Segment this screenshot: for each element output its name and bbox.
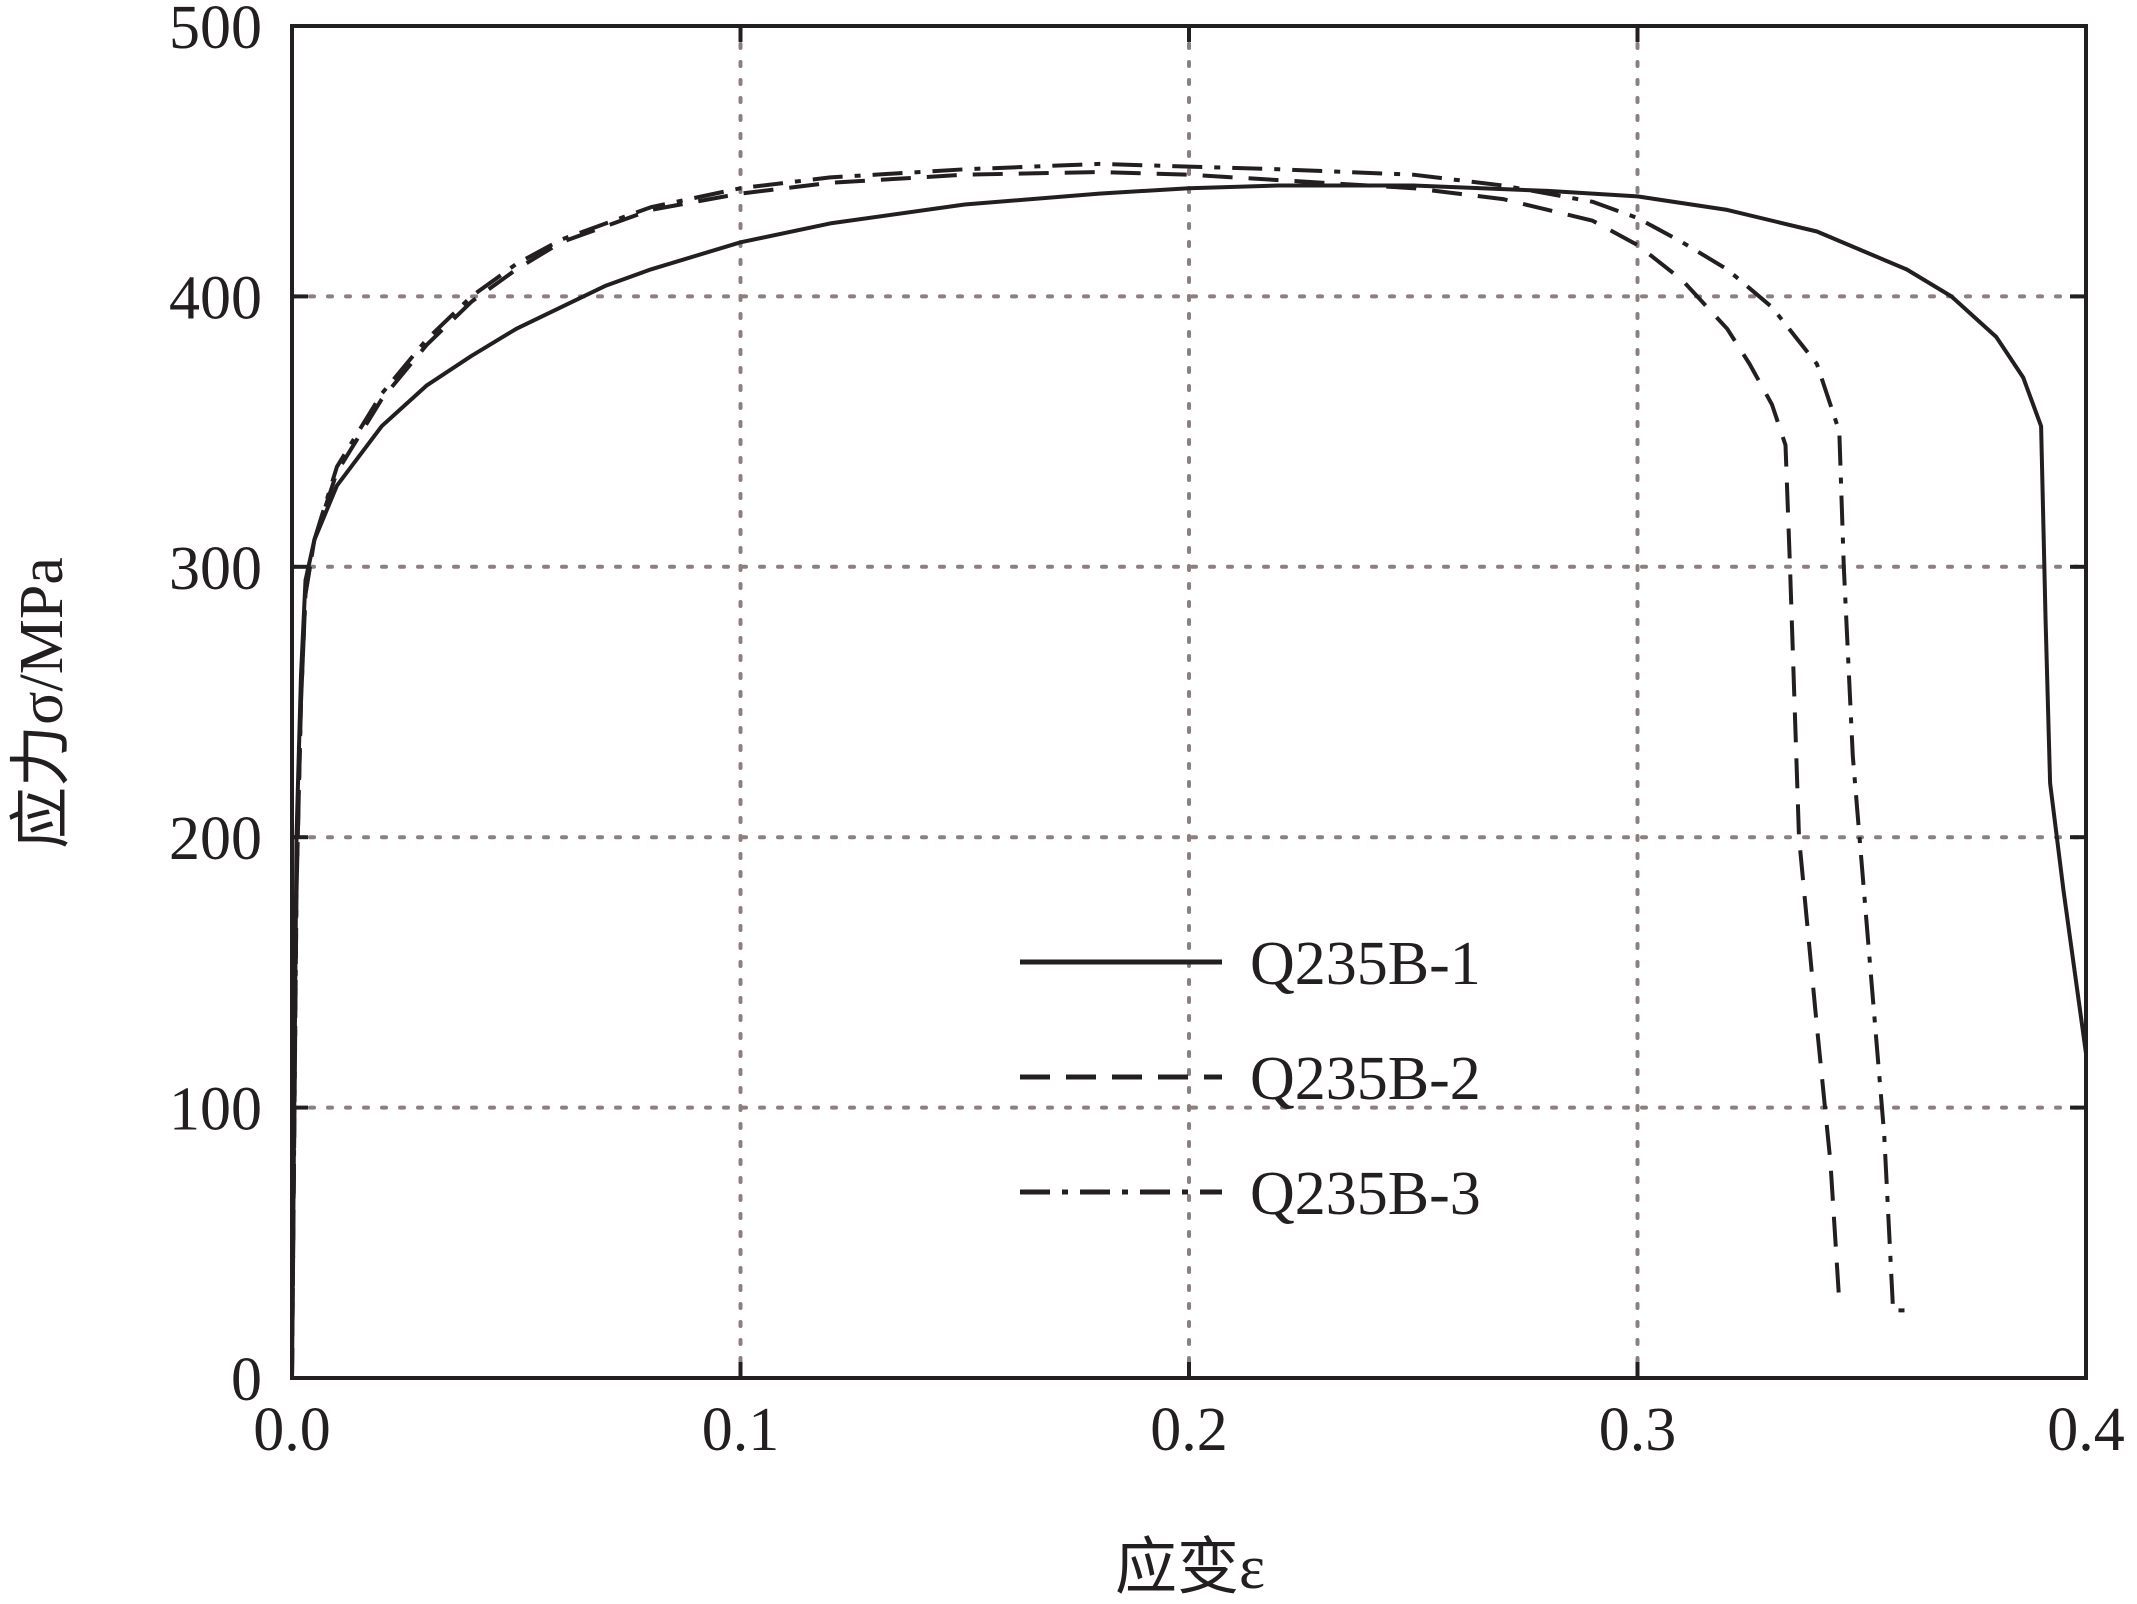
series-line-3 [290, 161, 1907, 1379]
grid-lines [290, 24, 2088, 1380]
x-axis-title: 应变ε [1115, 1534, 1265, 1602]
x-tick-label: 0.1 [702, 1396, 780, 1464]
x-tick-label: 0.2 [1150, 1396, 1228, 1464]
y-tick-label: 300 [169, 535, 262, 603]
y-tick-label: 500 [169, 0, 262, 62]
y-tick-label: 100 [169, 1076, 262, 1144]
y-axis-title: 应力σ/MPa [8, 557, 76, 849]
x-tick-label: 0.3 [1599, 1396, 1677, 1464]
series-lines [290, 161, 2088, 1379]
y-tick-label: 200 [169, 805, 262, 873]
y-tick-label: 400 [169, 264, 262, 332]
x-tick-label: 0.4 [2047, 1396, 2125, 1464]
legend: Q235B-1 Q235B-2 Q235B-3 [1020, 930, 1481, 1228]
axis-ticks: 0.0 0.1 0.2 0.3 0.4 0 100 200 300 400 500 [169, 0, 2125, 1464]
legend-label-2: Q235B-2 [1250, 1045, 1481, 1113]
x-tick-label: 0.0 [253, 1396, 331, 1464]
series-line-2 [290, 170, 1842, 1379]
series-line-1 [290, 183, 2088, 1379]
y-tick-label: 0 [231, 1346, 262, 1414]
legend-label-3: Q235B-3 [1250, 1160, 1481, 1228]
legend-label-1: Q235B-1 [1250, 930, 1481, 998]
